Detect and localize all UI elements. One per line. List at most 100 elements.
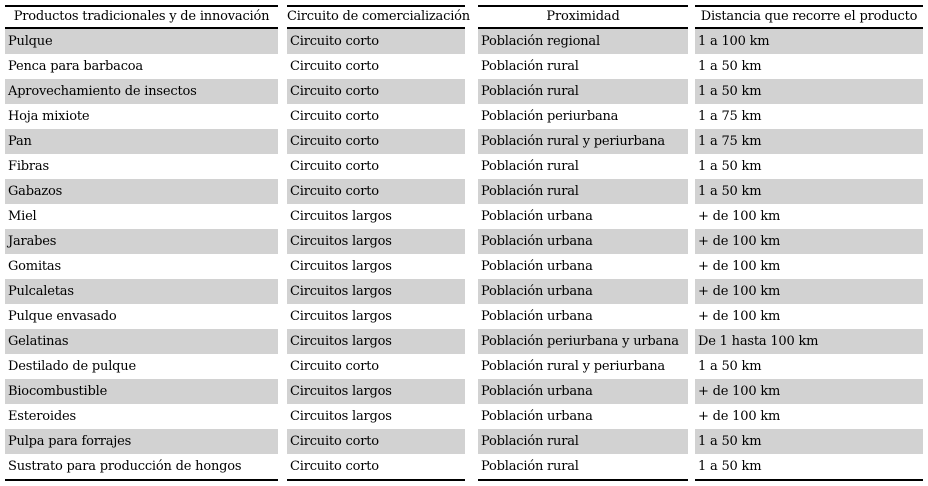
cell-producto: Pulcaletas [5, 279, 278, 304]
column-gutter [688, 104, 695, 129]
cell-distancia: 1 a 50 km [695, 179, 923, 204]
cell-producto: Fibras [8, 159, 49, 174]
cell-circuito: Circuitos largos [290, 309, 392, 324]
cell-proximidad: Población periurbana [481, 109, 619, 124]
cell-circuito: Circuito corto [290, 359, 379, 374]
cell-circuito: Circuito corto [290, 59, 379, 74]
table-row: Gelatinas Circuitos largos Población per… [5, 329, 923, 354]
cell-producto: Penca para barbacoa [8, 59, 143, 74]
column-gutter [688, 279, 695, 304]
column-gutter [688, 5, 695, 29]
column-gutter [465, 354, 478, 379]
cell-distancia: 1 a 50 km [698, 59, 762, 74]
products-table: Productos tradicionales y de innovación … [5, 5, 923, 481]
column-gutter [278, 229, 287, 254]
column-gutter [465, 179, 478, 204]
cell-circuito: Circuito corto [287, 429, 465, 454]
cell-producto: Gabazos [5, 179, 278, 204]
table-row: Jarabes Circuitos largos Población urban… [5, 229, 923, 254]
column-header-distancia: Distancia que recorre el producto [695, 5, 923, 29]
column-gutter [465, 29, 478, 54]
column-gutter [278, 454, 287, 481]
column-gutter [688, 204, 695, 229]
cell-producto: Destilado de pulque [8, 359, 136, 374]
table-row: Pulque envasado Circuitos largos Poblaci… [5, 304, 923, 329]
cell-distancia: De 1 hasta 100 km [695, 329, 923, 354]
cell-proximidad: Población urbana [481, 309, 593, 324]
cell-proximidad: Población rural [478, 79, 688, 104]
cell-circuito: Circuitos largos [290, 259, 392, 274]
column-gutter [465, 304, 478, 329]
table-row: Fibras Circuito corto Población rural 1 … [5, 154, 923, 179]
cell-proximidad: Población rural y periurbana [481, 359, 665, 374]
column-gutter [688, 154, 695, 179]
column-gutter [465, 229, 478, 254]
cell-distancia: + de 100 km [698, 309, 781, 324]
cell-circuito: Circuitos largos [287, 329, 465, 354]
cell-distancia: + de 100 km [695, 229, 923, 254]
cell-producto: Pan [5, 129, 278, 154]
table-row: Sustrato para producción de hongos Circu… [5, 454, 923, 481]
column-gutter [688, 379, 695, 404]
products-table-container: Productos tradicionales y de innovación … [5, 5, 923, 481]
table-row: Pulpa para forrajes Circuito corto Pobla… [5, 429, 923, 454]
cell-circuito: Circuito corto [287, 79, 465, 104]
cell-circuito: Circuitos largos [287, 279, 465, 304]
column-gutter [278, 54, 287, 79]
column-gutter [465, 254, 478, 279]
column-gutter [278, 104, 287, 129]
column-gutter [688, 29, 695, 54]
cell-distancia: + de 100 km [695, 379, 923, 404]
column-gutter [465, 79, 478, 104]
cell-circuito: Circuitos largos [290, 409, 392, 424]
cell-distancia: 1 a 75 km [698, 109, 762, 124]
column-gutter [278, 429, 287, 454]
cell-distancia: 1 a 75 km [695, 129, 923, 154]
cell-circuito: Circuitos largos [287, 379, 465, 404]
column-gutter [465, 404, 478, 429]
cell-producto: Jarabes [5, 229, 278, 254]
cell-circuito: Circuito corto [287, 129, 465, 154]
cell-producto: Gelatinas [5, 329, 278, 354]
column-gutter [465, 204, 478, 229]
column-gutter [688, 304, 695, 329]
cell-producto: Hoja mixiote [8, 109, 90, 124]
cell-proximidad: Población urbana [481, 409, 593, 424]
cell-proximidad: Población urbana [481, 209, 593, 224]
column-gutter [688, 329, 695, 354]
cell-proximidad: Población urbana [478, 229, 688, 254]
table-row: Miel Circuitos largos Población urbana +… [5, 204, 923, 229]
cell-distancia: + de 100 km [698, 409, 781, 424]
cell-proximidad: Población regional [478, 29, 688, 54]
column-gutter [278, 179, 287, 204]
cell-producto: Sustrato para producción de hongos [5, 454, 278, 481]
column-gutter [278, 354, 287, 379]
column-gutter [465, 329, 478, 354]
column-gutter [278, 329, 287, 354]
column-gutter [465, 5, 478, 29]
column-gutter [688, 179, 695, 204]
cell-producto: Biocombustible [5, 379, 278, 404]
cell-proximidad: Población rural [481, 59, 579, 74]
table-row: Gabazos Circuito corto Población rural 1… [5, 179, 923, 204]
cell-producto: Aprovechamiento de insectos [5, 79, 278, 104]
column-gutter [465, 54, 478, 79]
cell-proximidad: Población rural [478, 454, 688, 481]
column-gutter [688, 354, 695, 379]
cell-distancia: 1 a 100 km [695, 29, 923, 54]
cell-proximidad: Población rural [481, 159, 579, 174]
column-gutter [278, 154, 287, 179]
cell-circuito: Circuito corto [287, 454, 465, 481]
cell-producto: Gomitas [8, 259, 61, 274]
cell-distancia: 1 a 50 km [698, 359, 762, 374]
table-row: Aprovechamiento de insectos Circuito cor… [5, 79, 923, 104]
table-row: Pulcaletas Circuitos largos Población ur… [5, 279, 923, 304]
column-gutter [465, 379, 478, 404]
cell-producto: Esteroides [8, 409, 76, 424]
column-gutter [278, 279, 287, 304]
column-gutter [278, 379, 287, 404]
cell-producto: Pulpa para forrajes [5, 429, 278, 454]
column-gutter [688, 229, 695, 254]
cell-proximidad: Población rural y periurbana [478, 129, 688, 154]
table-row: Hoja mixiote Circuito corto Población pe… [5, 104, 923, 129]
